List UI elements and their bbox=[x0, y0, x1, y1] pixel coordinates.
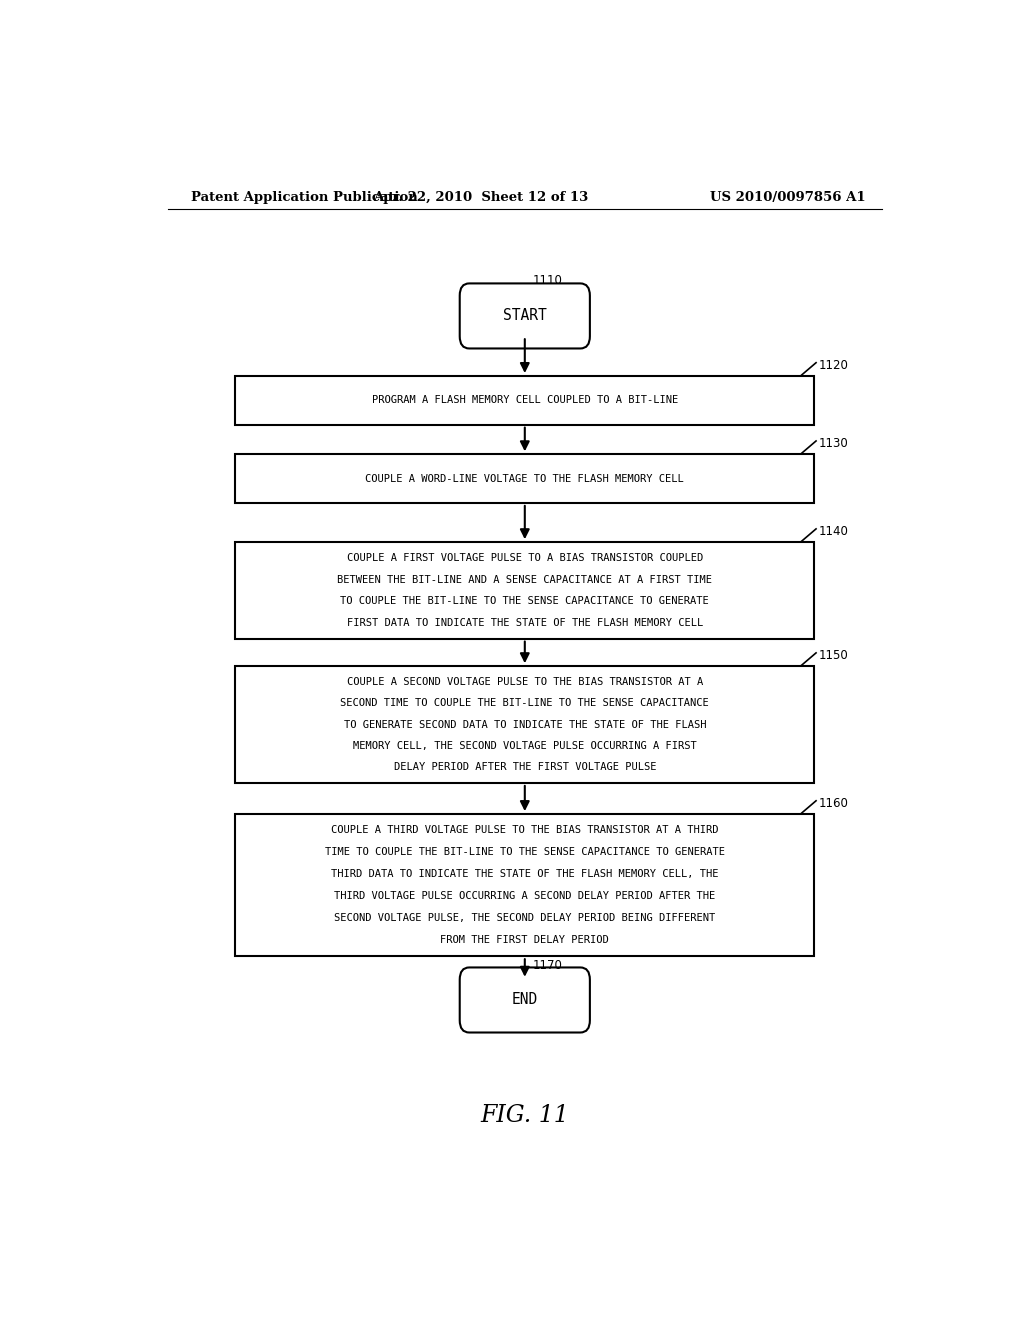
Text: FROM THE FIRST DELAY PERIOD: FROM THE FIRST DELAY PERIOD bbox=[440, 935, 609, 945]
Text: PROGRAM A FLASH MEMORY CELL COUPLED TO A BIT-LINE: PROGRAM A FLASH MEMORY CELL COUPLED TO A… bbox=[372, 395, 678, 405]
Text: FIRST DATA TO INDICATE THE STATE OF THE FLASH MEMORY CELL: FIRST DATA TO INDICATE THE STATE OF THE … bbox=[347, 618, 702, 627]
Text: US 2010/0097856 A1: US 2010/0097856 A1 bbox=[711, 190, 866, 203]
Text: 1120: 1120 bbox=[818, 359, 848, 372]
Text: START: START bbox=[503, 309, 547, 323]
Text: 1150: 1150 bbox=[818, 649, 848, 663]
Text: COUPLE A SECOND VOLTAGE PULSE TO THE BIAS TRANSISTOR AT A: COUPLE A SECOND VOLTAGE PULSE TO THE BIA… bbox=[347, 677, 702, 686]
Text: 1140: 1140 bbox=[818, 525, 848, 539]
Text: END: END bbox=[512, 993, 538, 1007]
Bar bbox=[236, 667, 814, 783]
Text: SECOND VOLTAGE PULSE, THE SECOND DELAY PERIOD BEING DIFFERENT: SECOND VOLTAGE PULSE, THE SECOND DELAY P… bbox=[334, 913, 716, 923]
Text: FIG. 11: FIG. 11 bbox=[480, 1105, 569, 1127]
Text: 1130: 1130 bbox=[818, 437, 848, 450]
Text: THIRD DATA TO INDICATE THE STATE OF THE FLASH MEMORY CELL, THE: THIRD DATA TO INDICATE THE STATE OF THE … bbox=[331, 869, 719, 879]
Text: 1170: 1170 bbox=[532, 958, 562, 972]
Text: 1110: 1110 bbox=[532, 275, 562, 288]
Text: TO GENERATE SECOND DATA TO INDICATE THE STATE OF THE FLASH: TO GENERATE SECOND DATA TO INDICATE THE … bbox=[343, 719, 707, 730]
Text: DELAY PERIOD AFTER THE FIRST VOLTAGE PULSE: DELAY PERIOD AFTER THE FIRST VOLTAGE PUL… bbox=[393, 762, 656, 772]
Text: THIRD VOLTAGE PULSE OCCURRING A SECOND DELAY PERIOD AFTER THE: THIRD VOLTAGE PULSE OCCURRING A SECOND D… bbox=[334, 891, 716, 902]
Bar bbox=[236, 454, 814, 503]
Text: Patent Application Publication: Patent Application Publication bbox=[191, 190, 418, 203]
Text: TO COUPLE THE BIT-LINE TO THE SENSE CAPACITANCE TO GENERATE: TO COUPLE THE BIT-LINE TO THE SENSE CAPA… bbox=[340, 597, 710, 606]
FancyBboxPatch shape bbox=[460, 968, 590, 1032]
FancyBboxPatch shape bbox=[460, 284, 590, 348]
Text: COUPLE A FIRST VOLTAGE PULSE TO A BIAS TRANSISTOR COUPLED: COUPLE A FIRST VOLTAGE PULSE TO A BIAS T… bbox=[347, 553, 702, 564]
Text: 1160: 1160 bbox=[818, 797, 848, 810]
Text: SECOND TIME TO COUPLE THE BIT-LINE TO THE SENSE CAPACITANCE: SECOND TIME TO COUPLE THE BIT-LINE TO TH… bbox=[340, 698, 710, 709]
Bar bbox=[236, 376, 814, 425]
Bar bbox=[236, 543, 814, 639]
Text: TIME TO COUPLE THE BIT-LINE TO THE SENSE CAPACITANCE TO GENERATE: TIME TO COUPLE THE BIT-LINE TO THE SENSE… bbox=[325, 847, 725, 857]
Text: Apr. 22, 2010  Sheet 12 of 13: Apr. 22, 2010 Sheet 12 of 13 bbox=[374, 190, 589, 203]
Bar bbox=[236, 814, 814, 956]
Text: MEMORY CELL, THE SECOND VOLTAGE PULSE OCCURRING A FIRST: MEMORY CELL, THE SECOND VOLTAGE PULSE OC… bbox=[353, 741, 696, 751]
Text: COUPLE A WORD-LINE VOLTAGE TO THE FLASH MEMORY CELL: COUPLE A WORD-LINE VOLTAGE TO THE FLASH … bbox=[366, 474, 684, 483]
Text: COUPLE A THIRD VOLTAGE PULSE TO THE BIAS TRANSISTOR AT A THIRD: COUPLE A THIRD VOLTAGE PULSE TO THE BIAS… bbox=[331, 825, 719, 836]
Text: BETWEEN THE BIT-LINE AND A SENSE CAPACITANCE AT A FIRST TIME: BETWEEN THE BIT-LINE AND A SENSE CAPACIT… bbox=[337, 574, 713, 585]
